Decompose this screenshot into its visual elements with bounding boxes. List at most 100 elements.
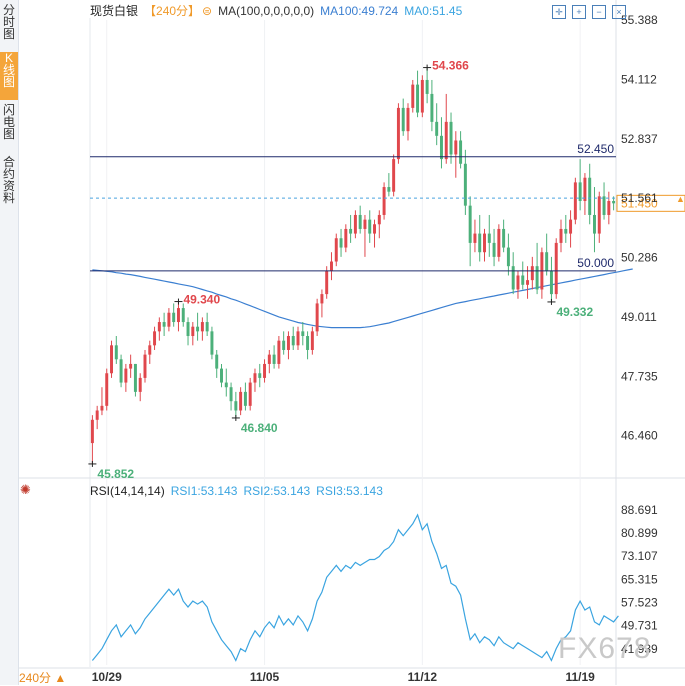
candle-body: [200, 322, 204, 332]
candle-body: [382, 187, 386, 215]
low-label: 45.852: [97, 467, 134, 481]
zoom-out-icon[interactable]: −: [592, 5, 606, 19]
candle-body: [110, 345, 114, 374]
tab-flash-label: 闪电图: [3, 103, 16, 141]
candle-body: [286, 336, 290, 350]
price-tick: 50.286: [621, 251, 658, 265]
tab-timeshare[interactable]: 分时图: [0, 4, 18, 40]
candle-body: [186, 322, 190, 337]
candle-body: [406, 107, 410, 132]
period-select[interactable]: 240分 ▲: [19, 669, 89, 685]
candle-body: [176, 308, 180, 323]
candle-body: [416, 84, 420, 113]
zoom-in-icon[interactable]: +: [572, 5, 586, 19]
candle-body: [263, 363, 267, 378]
candle-body: [153, 331, 157, 346]
candle-body: [554, 242, 558, 295]
ma0-value: MA0:51.45: [404, 4, 463, 18]
candle-body: [430, 93, 434, 122]
candle-body: [220, 368, 223, 383]
rsi-tick: 65.315: [621, 572, 658, 586]
candle-body: [334, 238, 338, 262]
hline-label: 52.450: [577, 142, 614, 156]
candle-body: [497, 228, 501, 257]
candle-body: [124, 368, 128, 383]
price-tick: 46.460: [621, 429, 658, 443]
rsi-tick: 57.523: [621, 595, 658, 609]
candle-body: [535, 266, 539, 290]
candle-body: [592, 214, 596, 234]
tab-flash[interactable]: 闪电图: [0, 104, 18, 140]
candle-body: [272, 354, 276, 364]
low-label: 46.840: [241, 421, 278, 435]
candle-body: [258, 373, 262, 378]
crosshair-icon[interactable]: ✛: [552, 5, 566, 19]
candle-body: [597, 196, 601, 234]
tab-kline[interactable]: K线图: [0, 52, 18, 100]
candle-body: [392, 159, 396, 192]
candle-body: [157, 322, 161, 332]
candle-body: [172, 312, 176, 323]
price-tick: 54.112: [621, 72, 657, 86]
candle-body: [564, 228, 568, 234]
candle-body: [573, 182, 577, 220]
candle-body: [492, 242, 496, 257]
candle-body: [210, 331, 214, 355]
candle-body: [100, 405, 104, 411]
price-tick: 49.011: [621, 310, 657, 324]
price-tick: 47.735: [621, 369, 658, 383]
candle-body: [511, 266, 515, 290]
candle-body: [473, 233, 477, 243]
candle-body: [349, 228, 353, 234]
candle-body: [583, 177, 587, 202]
tab-kline-label: K线图: [3, 51, 16, 89]
candle-body: [607, 201, 611, 215]
candle-body: [191, 326, 195, 337]
candle-body: [468, 205, 472, 243]
settings-icon[interactable]: ⊜: [202, 4, 213, 18]
candle-body: [253, 373, 257, 383]
candle-body: [425, 79, 429, 94]
candle-body: [387, 187, 391, 192]
price-legend: 现货白银 【240分】 ⊜ MA(100,0,0,0,0,0) MA100:49.724…: [90, 2, 468, 18]
candle-body: [602, 196, 606, 215]
candle-body: [578, 182, 582, 202]
candle-body: [143, 354, 147, 378]
candle-body: [377, 214, 381, 225]
hline-label: 50.000: [577, 256, 614, 270]
candle-body: [396, 107, 400, 160]
price-tick: 55.388: [621, 13, 658, 27]
candle-body: [439, 135, 443, 160]
rsi-label: RSI(14,14,14): [90, 484, 165, 498]
candle-body: [353, 214, 357, 234]
candle-body: [291, 336, 295, 346]
candle-body: [526, 280, 530, 285]
side-tabs: 分时图 K线图 闪电图 合约资料: [0, 0, 19, 685]
tab-contract-label: 合约资料: [3, 155, 16, 205]
candle-body: [487, 233, 491, 243]
candle-body: [549, 270, 553, 295]
high-label: 49.340: [183, 293, 220, 307]
candle-body: [545, 252, 549, 271]
candle-body: [373, 224, 377, 234]
candle-body: [363, 219, 367, 229]
candle-body: [612, 201, 616, 204]
candle-body: [114, 345, 118, 360]
candle-body: [325, 270, 329, 295]
candle-body: [105, 373, 109, 406]
candle-body: [296, 331, 300, 346]
tab-contract[interactable]: 合约资料: [0, 156, 18, 208]
candle-body: [181, 308, 185, 323]
candle-body: [205, 322, 209, 332]
rsi-tick: 88.691: [621, 503, 658, 517]
close-icon[interactable]: ×: [612, 5, 626, 19]
indicator-gear-icon[interactable]: ✺: [20, 482, 31, 497]
candle-body: [243, 391, 247, 406]
period-label: 【240分】: [144, 4, 201, 18]
candle-body: [411, 84, 415, 108]
high-label: 54.366: [432, 59, 469, 73]
rsi-tick: 80.899: [621, 526, 658, 540]
toolbar: ✛ + − ×: [552, 2, 632, 20]
